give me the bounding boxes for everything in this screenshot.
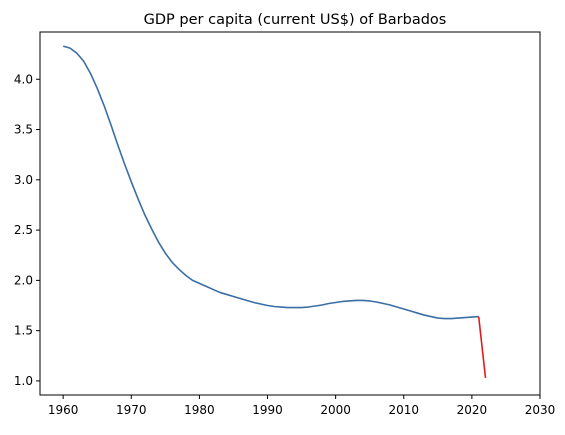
x-tick-label: 1980 <box>184 403 215 417</box>
x-tick-label: 2020 <box>457 403 488 417</box>
x-tick-label: 1990 <box>252 403 283 417</box>
x-tick-label: 1960 <box>48 403 79 417</box>
x-tick-label: 2010 <box>388 403 419 417</box>
x-tick-label: 2000 <box>320 403 351 417</box>
series-line-1 <box>477 316 487 378</box>
x-axis: 1960 1970 1980 1990 2000 2010 2020 2030 <box>48 395 555 417</box>
y-axis: 1.0 1.5 2.0 2.5 3.0 3.5 4.0 <box>14 72 40 388</box>
chart-title: GDP per capita (current US$) of Barbados <box>144 12 447 28</box>
y-tick-label: 1.0 <box>14 374 33 388</box>
y-tick-label: 2.0 <box>14 273 33 287</box>
axes-frame <box>39 31 541 396</box>
x-tick-label: 2030 <box>525 403 556 417</box>
plot-area <box>62 45 487 378</box>
series-line-0 <box>62 45 479 320</box>
y-tick-label: 4.0 <box>14 72 33 86</box>
y-tick-label: 1.5 <box>14 324 33 338</box>
x-tick-label: 1970 <box>116 403 147 417</box>
y-tick-label: 2.5 <box>14 223 33 237</box>
y-tick-label: 3.5 <box>14 123 33 137</box>
y-tick-label: 3.0 <box>14 173 33 187</box>
